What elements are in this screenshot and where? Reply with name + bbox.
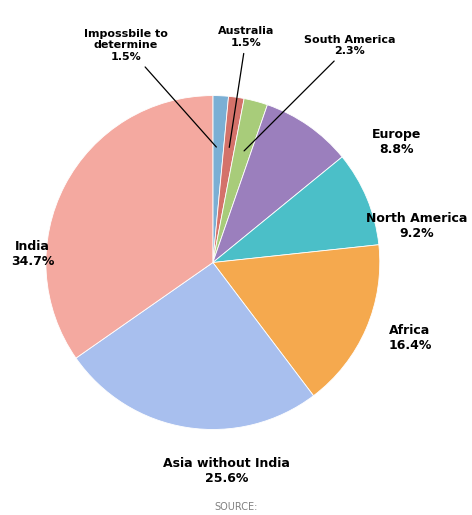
Wedge shape <box>76 263 313 430</box>
Text: Asia without India
25.6%: Asia without India 25.6% <box>163 457 290 485</box>
Text: India
34.7%: India 34.7% <box>11 240 54 268</box>
Text: South America
2.3%: South America 2.3% <box>244 35 396 151</box>
Wedge shape <box>213 96 244 263</box>
Wedge shape <box>213 157 379 263</box>
Text: North America
9.2%: North America 9.2% <box>366 212 467 240</box>
Text: Australia
1.5%: Australia 1.5% <box>218 26 274 147</box>
Wedge shape <box>213 96 228 263</box>
Text: Europe
8.8%: Europe 8.8% <box>372 128 421 157</box>
Text: Africa
16.4%: Africa 16.4% <box>388 323 431 352</box>
Wedge shape <box>213 245 380 396</box>
Text: Impossbile to
determine
1.5%: Impossbile to determine 1.5% <box>84 29 216 147</box>
Wedge shape <box>46 96 213 358</box>
Wedge shape <box>213 98 268 263</box>
Text: SOURCE:: SOURCE: <box>214 502 258 512</box>
Wedge shape <box>213 105 342 263</box>
